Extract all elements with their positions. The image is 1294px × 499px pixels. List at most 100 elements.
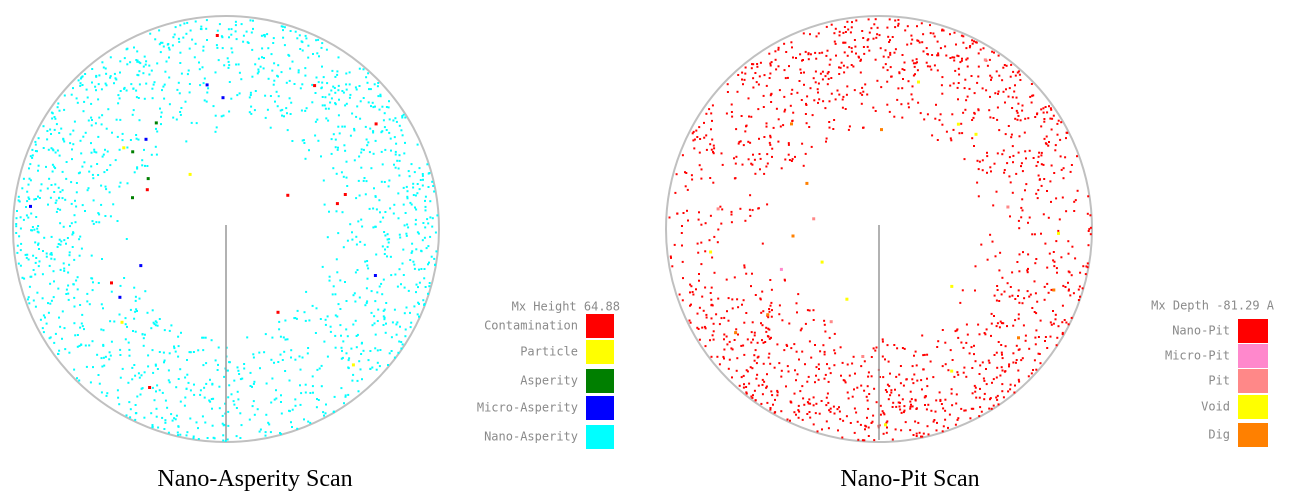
defect-dot: [925, 395, 927, 397]
defect-dot: [119, 354, 121, 356]
defect-dot: [703, 137, 705, 139]
defect-dot: [931, 54, 933, 56]
defect-dot: [690, 322, 692, 324]
defect-dot: [1038, 156, 1040, 158]
defect-dot: [53, 342, 55, 344]
defect-dot: [847, 364, 849, 366]
defect-dot: [162, 86, 164, 88]
defect-dot: [319, 368, 321, 370]
defect-dot: [716, 356, 718, 358]
defect-dot: [835, 98, 837, 100]
defect-dot: [394, 136, 396, 138]
defect-dot: [42, 250, 44, 252]
defect-dot: [710, 128, 712, 130]
defect-dot: [71, 222, 73, 224]
defect-dot: [746, 393, 748, 395]
defect-dot: [734, 276, 736, 278]
defect-dot: [864, 425, 866, 427]
defect-dot: [126, 63, 128, 65]
defect-dot: [260, 66, 262, 68]
defect-dot: [882, 376, 884, 378]
defect-dot: [705, 222, 707, 224]
defect-dot: [784, 111, 786, 113]
defect-dot: [67, 285, 69, 287]
defect-dot: [382, 245, 384, 247]
defect-dot: [135, 331, 137, 333]
defect-dot: [356, 346, 358, 348]
defect-dot: [912, 365, 914, 367]
defect-dot: [841, 62, 843, 64]
defect-dot: [433, 191, 435, 193]
defect-dot: [388, 185, 390, 187]
defect-dot: [265, 431, 267, 433]
defect-dot: [916, 25, 918, 27]
defect-dot: [937, 52, 939, 54]
defect-dot: [827, 50, 829, 52]
defect-dot: [939, 399, 941, 401]
defect-dot: [217, 369, 219, 371]
defect-dot: [768, 53, 770, 55]
defect-dot: [926, 354, 928, 356]
defect-dot: [752, 339, 754, 341]
defect-dot: [911, 378, 913, 380]
defect-dot: [153, 322, 155, 324]
defect-dot: [721, 152, 723, 154]
defect-dot: [395, 167, 397, 169]
defect-dot: [205, 383, 207, 385]
defect-dot: [95, 89, 97, 91]
defect-dot: [380, 131, 382, 133]
defect-dot: [994, 163, 996, 165]
defect-dot: [16, 210, 18, 212]
defect-dot: [348, 357, 350, 359]
defect-dot: [173, 417, 175, 419]
defect-dot: [128, 401, 130, 403]
defect-dot: [420, 268, 422, 270]
defect-dot: [44, 317, 46, 319]
defect-dot: [892, 402, 894, 404]
defect-dot: [774, 50, 776, 52]
defect-dot: [1068, 253, 1070, 255]
defect-dot: [703, 122, 705, 124]
defect-dot: [802, 397, 804, 399]
defect-dot: [63, 226, 65, 228]
defect-dot: [79, 236, 81, 238]
defect-dot: [810, 53, 812, 55]
defect-dot: [75, 280, 77, 282]
defect-dot: [867, 46, 869, 48]
defect-dot: [756, 66, 758, 68]
defect-dot: [350, 348, 352, 350]
defect-dot: [179, 368, 181, 370]
defect-dot: [206, 92, 208, 94]
defect-dot: [129, 61, 131, 63]
defect-dot: [250, 92, 252, 94]
legend-swatch: [1238, 369, 1268, 393]
defect-dot: [1010, 136, 1012, 138]
defect-dot: [866, 417, 868, 419]
defect-dot: [750, 342, 752, 344]
defect-dot: [734, 339, 736, 341]
defect-dot: [990, 170, 992, 172]
defect-dot: [254, 414, 256, 416]
defect-dot: [741, 72, 743, 74]
defect-dot: [96, 163, 98, 165]
defect-dot: [27, 298, 29, 300]
defect-dot: [723, 334, 725, 336]
defect-dot: [895, 376, 897, 378]
defect-dot: [705, 314, 707, 316]
defect-dot: [186, 374, 188, 376]
defect-dot: [995, 397, 997, 399]
defect-dot: [797, 293, 799, 295]
defect-dot: [236, 435, 238, 437]
defect-dot: [704, 250, 706, 252]
defect-dot: [994, 92, 996, 94]
defect-dot: [861, 30, 863, 32]
defect-dot: [762, 324, 764, 326]
defect-dot: [92, 340, 94, 342]
defect-dot: [1031, 233, 1033, 235]
defect-dot: [79, 304, 81, 306]
defect-dot: [368, 88, 370, 90]
defect-dot: [862, 91, 864, 93]
defect-dot: [1021, 198, 1023, 200]
defect-dot: [854, 373, 856, 375]
defect-dot: [324, 204, 326, 206]
